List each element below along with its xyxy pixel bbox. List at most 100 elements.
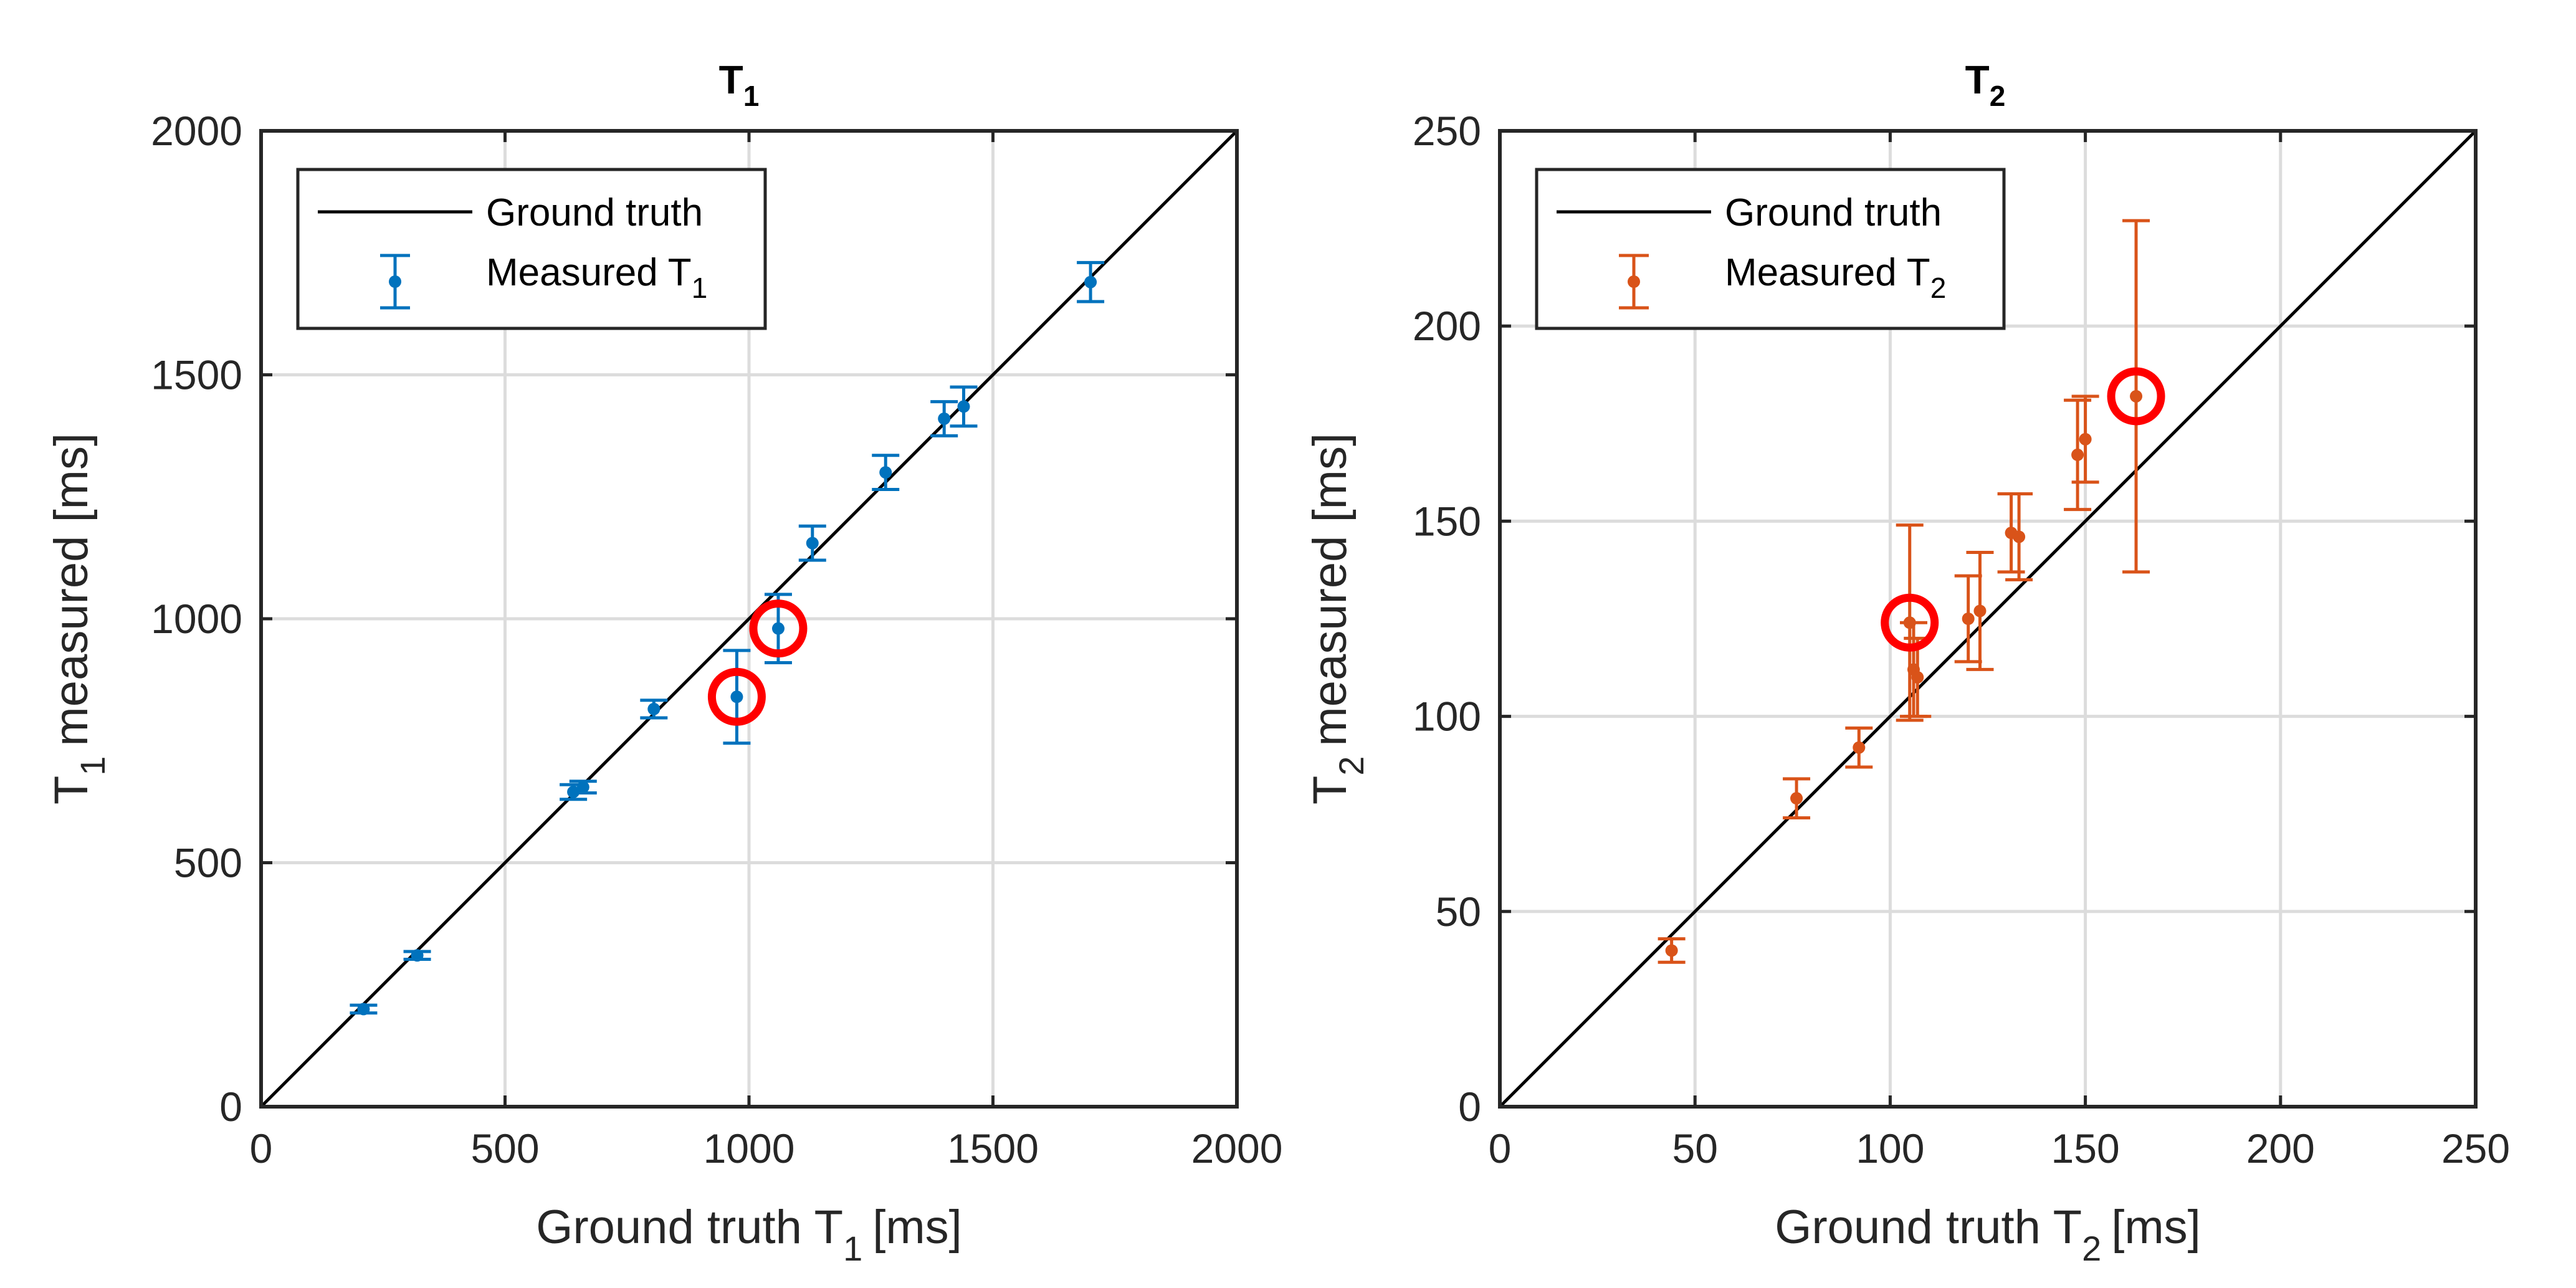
t2-legend-point-swatch <box>1619 254 1649 310</box>
t1-highlight-circle-1 <box>749 599 808 658</box>
t2-point-2 <box>1845 726 1873 769</box>
t2-point-6 <box>1954 574 1982 664</box>
t2-point-5 <box>1904 636 1932 718</box>
t1-y-tick-label-3: 1500 <box>151 352 242 398</box>
t2-ground-truth-line <box>1499 130 2477 1108</box>
t1-point-7 <box>798 524 826 562</box>
t2-highlight-circle-0 <box>1881 593 1939 652</box>
t2-y-tick-label-4: 200 <box>1413 303 1481 349</box>
t1-point-1 <box>403 949 431 962</box>
t1-point-4-marker <box>647 702 661 715</box>
t2-x-axis-label-subscript: 2 <box>2082 1229 2101 1268</box>
t1-legend: Ground truth Measured T1 <box>296 168 767 330</box>
t2-highlight-circle-1 <box>2107 367 2165 426</box>
t1-point-3 <box>569 780 597 795</box>
t2-highlight-circles <box>1881 367 2165 652</box>
t1-point-9-marker <box>938 412 951 425</box>
t2-point-12-marker <box>2130 389 2143 403</box>
t1-y-axis-label: T1measured [ms] <box>45 433 112 804</box>
t2-legend: Ground truth Measured T2 <box>1535 168 2006 330</box>
t2-measured-points <box>1658 219 2150 964</box>
t2-point-2-marker <box>1853 741 1866 754</box>
t2-point-11 <box>2071 394 2099 484</box>
t1-legend-box <box>296 168 767 330</box>
t1-point-5 <box>723 649 751 745</box>
t1-point-4 <box>640 699 668 720</box>
t2-x-tick-label-5: 250 <box>2441 1125 2510 1171</box>
t2-x-tick-label-3: 150 <box>2051 1125 2120 1171</box>
t1-legend-points-label-subscript: 1 <box>692 272 708 304</box>
t2-point-7 <box>1966 551 1994 671</box>
t2-legend-points-label: Measured T2 <box>1725 251 1946 304</box>
t1-point-9 <box>930 400 958 437</box>
t1-point-8-marker <box>879 466 892 479</box>
t2-legend-points-label-subscript: 2 <box>1930 272 1947 304</box>
t1-x-tick-label-1: 500 <box>470 1125 539 1171</box>
t2-point-10-marker <box>2071 448 2084 461</box>
t2-point-11-marker <box>2079 432 2092 446</box>
t1-x-tick-label-4: 2000 <box>1191 1125 1283 1171</box>
t1-point-11-marker <box>1084 275 1097 289</box>
t2-y-tick-label-3: 150 <box>1413 498 1481 544</box>
t1-axes-frame <box>259 129 1239 1109</box>
t1-title-subscript: 1 <box>743 80 760 112</box>
t2-legend-line-label: Ground truth <box>1725 191 1942 234</box>
t2-y-axis-label-subscript: 2 <box>1332 756 1371 776</box>
t1-legend-marker-marker <box>389 275 401 288</box>
t1-y-tick-label-1: 500 <box>174 840 242 886</box>
t1-legend-line-label: Ground truth <box>486 191 703 234</box>
t1-point-0-marker <box>357 1003 370 1016</box>
t2-x-tick-label-0: 0 <box>1489 1125 1512 1171</box>
t1-x-axis-label: Ground truth T1 [ms] <box>536 1201 962 1268</box>
t1-point-10-marker <box>957 400 970 413</box>
t1-x-tick-label-0: 0 <box>250 1125 273 1171</box>
t2-legend-box <box>1535 168 2006 330</box>
t1-ground-truth-line <box>260 130 1238 1108</box>
t1-x-tick-label-3: 1500 <box>947 1125 1039 1171</box>
t1-point-1-marker <box>411 949 424 962</box>
t1-highlight-circle-0 <box>707 667 766 726</box>
t2-legend-marker-marker <box>1628 275 1640 288</box>
t2-panel: 0 50 100 150 200 250 0 50 100 150 200 250 T2 Ground… <box>1304 57 2510 1268</box>
t2-point-1-marker <box>1790 792 1803 805</box>
t1-legend-marker <box>380 254 410 310</box>
t2-title: T2 <box>1965 57 2006 112</box>
t2-point-12 <box>2122 219 2150 574</box>
t2-point-6-marker <box>1962 613 1975 625</box>
t2-title-subscript: 2 <box>1990 80 2006 112</box>
t2-point-0 <box>1658 937 1686 964</box>
t2-point-9 <box>2005 492 2033 581</box>
t2-x-tick-label-2: 100 <box>1856 1125 1924 1171</box>
t2-legend-marker <box>1619 254 1649 310</box>
t1-y-tick-label-4: 2000 <box>151 108 242 154</box>
t2-point-7-marker <box>1973 604 1987 618</box>
t2-y-tick-label-5: 250 <box>1413 108 1481 154</box>
t1-point-6-marker <box>771 622 785 635</box>
t1-point-8 <box>872 454 900 492</box>
t1-legend-points-label: Measured T1 <box>486 251 707 304</box>
t1-point-7-marker <box>806 537 819 550</box>
t1-x-tick-label-2: 1000 <box>704 1125 795 1171</box>
t1-title: T1 <box>719 57 760 112</box>
t2-x-axis-label: Ground truth T2 [ms] <box>1775 1201 2201 1268</box>
t1-point-10 <box>950 385 978 428</box>
t2-point-9-marker <box>2013 530 2026 543</box>
t2-y-tick-label-0: 0 <box>1458 1084 1481 1130</box>
t1-ticks: 0 500 1000 1500 2000 0 500 1000 1500 2000 <box>151 108 1282 1171</box>
t1-y-axis-label-subscript: 1 <box>73 756 112 776</box>
t1-point-3-marker <box>576 781 589 794</box>
t2-y-tick-label-1: 50 <box>1436 889 1481 935</box>
t1-y-tick-label-0: 0 <box>219 1084 242 1130</box>
t1-point-0 <box>350 1003 378 1016</box>
t2-point-5-marker <box>1911 670 1924 684</box>
t1-point-11 <box>1077 260 1105 303</box>
t1-highlight-circles <box>707 599 808 726</box>
t1-panel: 0 500 1000 1500 2000 0 500 1000 1500 2000 T1 Grou… <box>45 57 1282 1268</box>
t2-y-tick-label-2: 100 <box>1413 694 1481 740</box>
t1-x-axis-label-subscript: 1 <box>843 1229 862 1268</box>
t1-legend-point-swatch <box>380 254 410 310</box>
t2-point-1 <box>1783 777 1811 819</box>
t2-x-tick-label-4: 200 <box>2246 1125 2315 1171</box>
t1-y-tick-label-2: 1000 <box>151 596 242 642</box>
